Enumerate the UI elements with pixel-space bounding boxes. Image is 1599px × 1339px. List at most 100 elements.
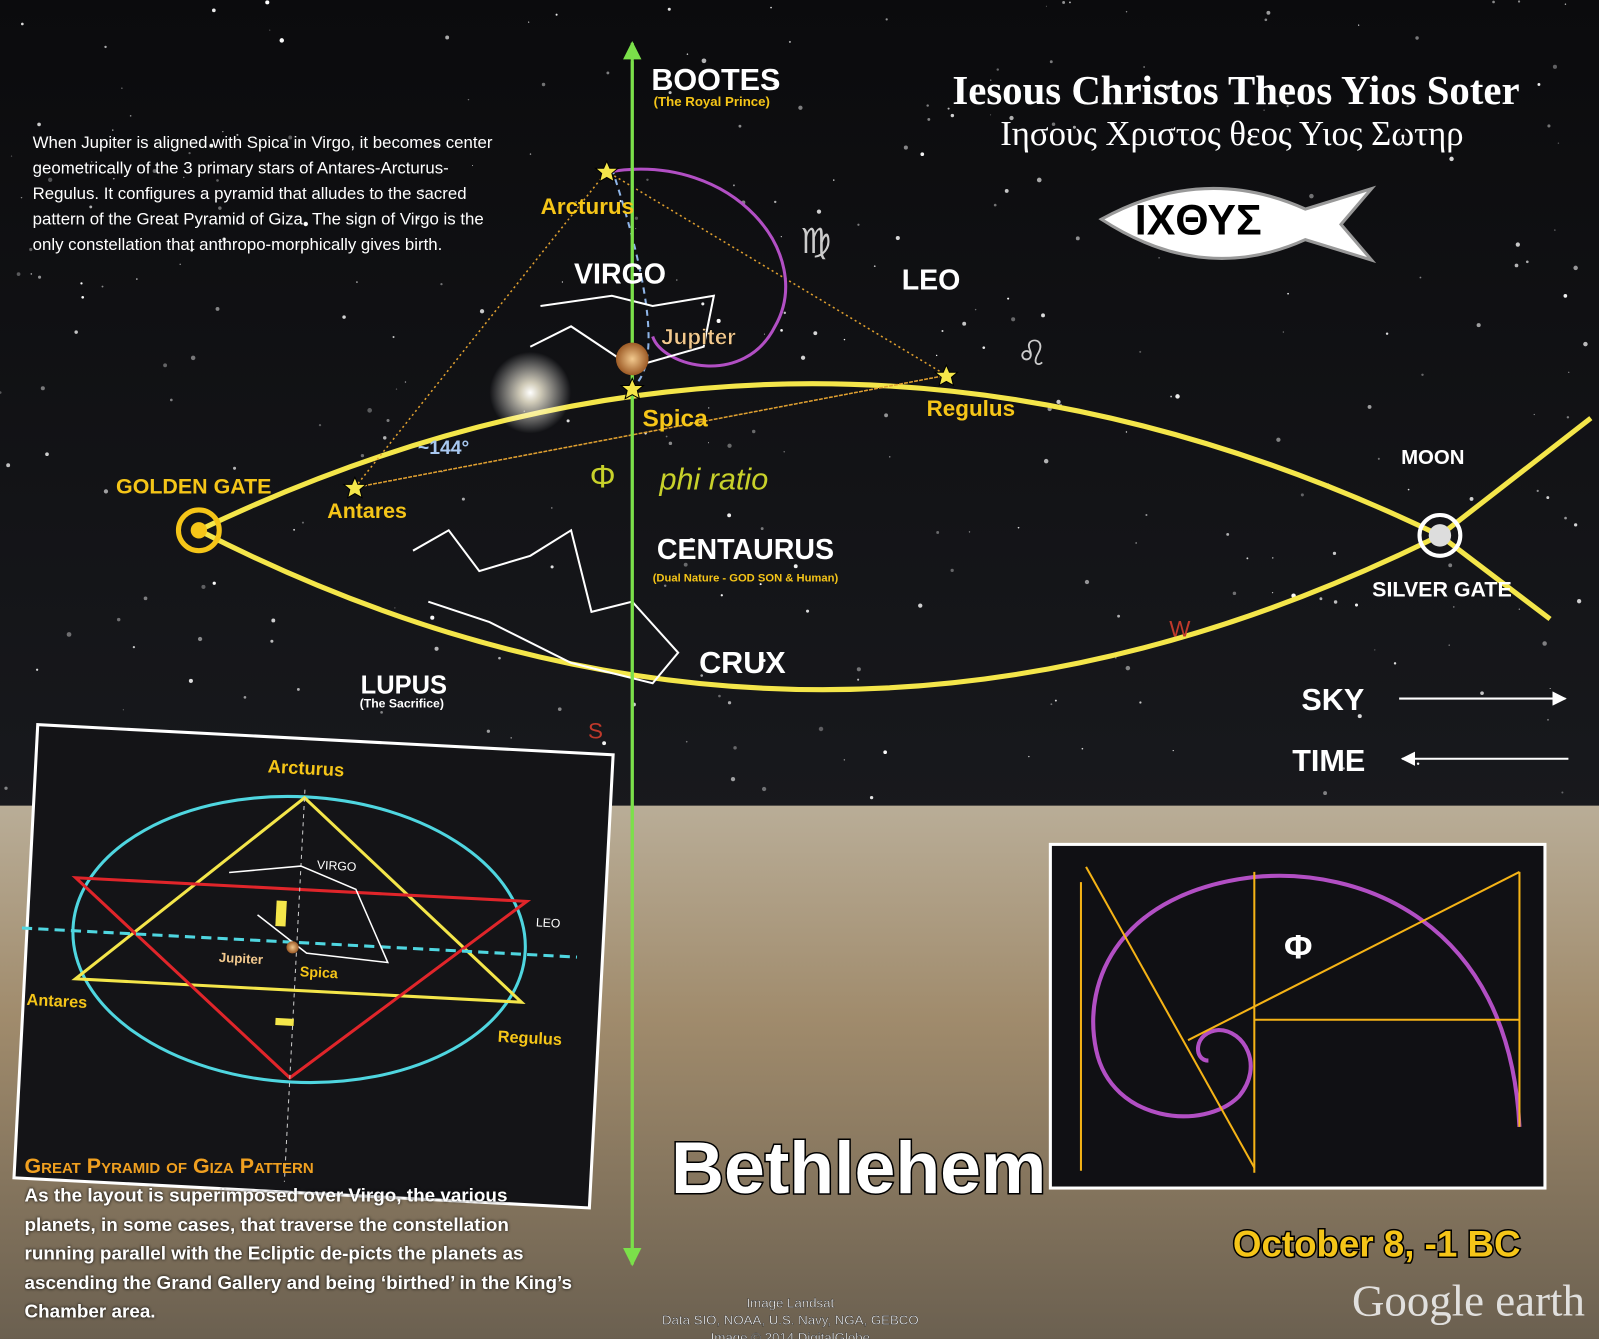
label: Jupiter bbox=[218, 950, 263, 967]
star bbox=[1126, 431, 1127, 432]
label: Arcturus bbox=[267, 755, 344, 780]
star bbox=[664, 585, 666, 587]
star bbox=[857, 224, 859, 226]
star bbox=[1515, 264, 1519, 268]
subtitle: Ιησους Χριστος θεος Υιος Σωτηρ bbox=[1000, 115, 1463, 153]
star bbox=[551, 507, 552, 508]
star bbox=[941, 330, 943, 332]
star bbox=[487, 730, 490, 733]
star bbox=[606, 72, 609, 75]
star bbox=[163, 363, 167, 367]
star bbox=[1173, 750, 1174, 751]
star bbox=[170, 399, 173, 402]
star bbox=[994, 204, 997, 207]
star bbox=[1574, 523, 1577, 526]
star bbox=[1526, 260, 1529, 263]
star bbox=[801, 356, 805, 360]
star bbox=[1046, 6, 1047, 7]
star bbox=[144, 596, 148, 600]
star bbox=[781, 236, 782, 237]
star bbox=[1170, 396, 1172, 398]
star bbox=[1453, 606, 1455, 608]
star bbox=[1564, 517, 1567, 520]
star bbox=[883, 750, 887, 754]
star bbox=[21, 23, 24, 26]
star bbox=[817, 209, 821, 213]
star bbox=[975, 309, 976, 310]
star bbox=[1265, 18, 1268, 21]
caption-box: As the layout is superimposed over Virgo… bbox=[24, 1181, 575, 1334]
star bbox=[874, 265, 876, 267]
label: LEO bbox=[536, 915, 561, 930]
star bbox=[1005, 189, 1009, 193]
star bbox=[293, 529, 295, 531]
star bbox=[1374, 649, 1375, 650]
star bbox=[468, 99, 469, 100]
label: MOON bbox=[1401, 447, 1464, 469]
star bbox=[1056, 400, 1060, 404]
label: BOOTES bbox=[651, 63, 780, 97]
star bbox=[1301, 493, 1304, 496]
star bbox=[948, 108, 950, 110]
star bbox=[844, 339, 845, 340]
star bbox=[1139, 351, 1141, 353]
zodiac-sign: ♍ bbox=[800, 223, 831, 261]
star bbox=[4, 787, 7, 790]
star bbox=[789, 41, 791, 43]
star bbox=[1470, 497, 1474, 501]
star bbox=[530, 153, 531, 154]
star bbox=[1368, 405, 1372, 409]
star bbox=[920, 152, 924, 156]
star bbox=[951, 569, 954, 572]
star bbox=[462, 498, 465, 501]
label-note: (Dual Nature - GOD SON & Human) bbox=[653, 572, 839, 584]
jupiter-planet bbox=[616, 343, 649, 376]
star bbox=[45, 452, 49, 456]
label: GOLDEN GATE bbox=[116, 475, 271, 499]
star bbox=[798, 106, 802, 110]
star bbox=[1421, 374, 1423, 376]
star bbox=[896, 236, 900, 240]
star bbox=[510, 737, 512, 739]
star bbox=[1538, 83, 1541, 86]
star bbox=[784, 312, 786, 314]
star bbox=[6, 463, 10, 467]
star bbox=[1037, 178, 1042, 183]
star bbox=[1062, 1, 1065, 4]
star bbox=[1546, 496, 1549, 499]
star bbox=[37, 123, 41, 127]
star bbox=[265, 0, 269, 4]
star bbox=[297, 688, 300, 691]
star bbox=[1561, 791, 1563, 793]
star bbox=[1568, 372, 1569, 373]
label: phi ratio bbox=[658, 463, 768, 497]
star bbox=[1449, 157, 1453, 161]
star bbox=[1276, 438, 1280, 442]
star bbox=[1082, 748, 1084, 750]
star bbox=[1139, 701, 1141, 703]
label: Arcturus bbox=[541, 194, 634, 219]
star bbox=[212, 8, 216, 12]
star bbox=[1565, 3, 1566, 4]
star bbox=[733, 746, 736, 749]
star bbox=[1007, 298, 1009, 300]
star bbox=[1577, 599, 1581, 603]
star bbox=[1554, 229, 1555, 230]
label: SKY bbox=[1301, 683, 1364, 717]
star bbox=[1266, 11, 1270, 15]
caption-body: As the layout is superimposed over Virgo… bbox=[24, 1181, 575, 1326]
label: SILVER GATE bbox=[1372, 578, 1512, 602]
star bbox=[1477, 323, 1481, 327]
star bbox=[721, 594, 723, 596]
star bbox=[728, 701, 731, 704]
star bbox=[1415, 36, 1418, 39]
star bbox=[635, 228, 636, 229]
credit: Image Landsat bbox=[746, 1295, 834, 1310]
star bbox=[1309, 194, 1313, 198]
star bbox=[717, 319, 721, 323]
star bbox=[1542, 641, 1546, 645]
star bbox=[1175, 394, 1179, 398]
star bbox=[1449, 645, 1450, 646]
star bbox=[198, 637, 202, 641]
star bbox=[1226, 533, 1229, 536]
